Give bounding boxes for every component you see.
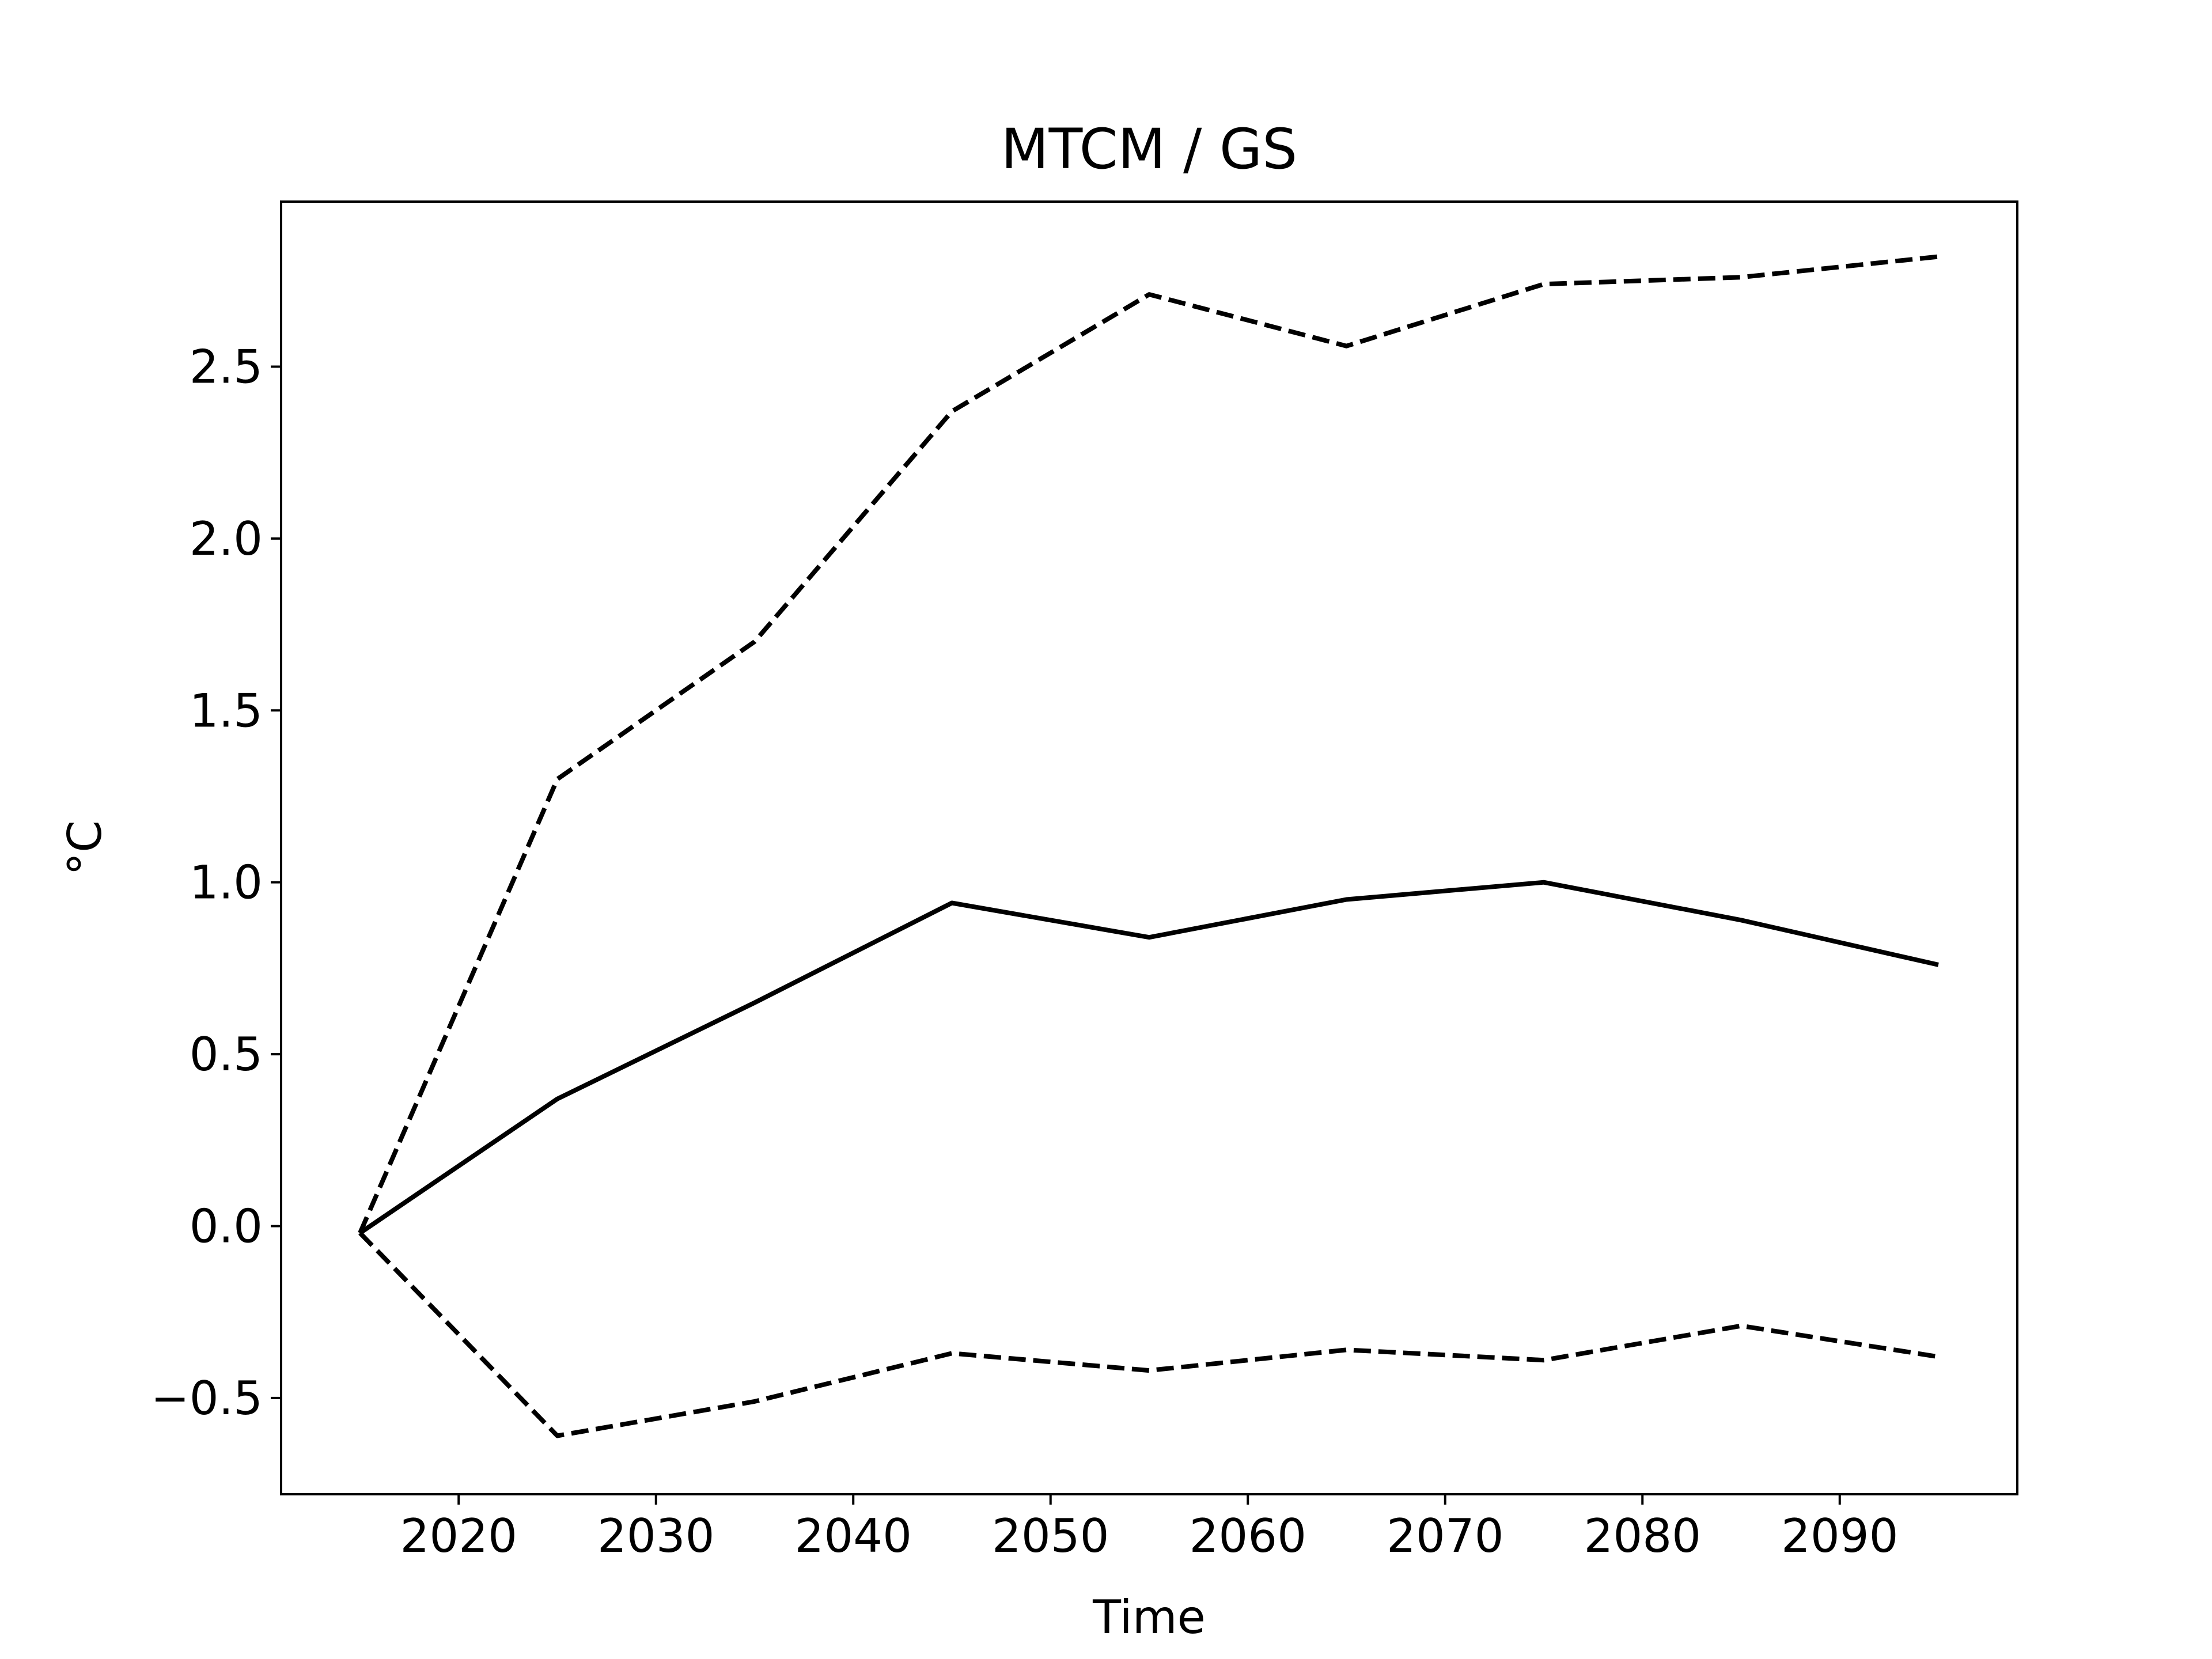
x-tick-label: 2090 — [1781, 1509, 1899, 1563]
y-tick-label: 1.5 — [190, 684, 263, 737]
y-tick-label: 2.0 — [190, 512, 263, 566]
x-tick-label: 2060 — [1189, 1509, 1306, 1563]
y-axis-label: °C — [58, 820, 112, 876]
x-tick-label: 2080 — [1584, 1509, 1701, 1563]
x-tick-label: 2050 — [992, 1509, 1109, 1563]
y-tick-label: 0.5 — [190, 1028, 263, 1081]
y-tick-label: 0.0 — [190, 1199, 263, 1253]
y-tick-label: 2.5 — [190, 340, 263, 393]
x-tick-label: 2020 — [400, 1509, 517, 1563]
series-line-1 — [358, 880, 1939, 1235]
x-tick-label: 2030 — [597, 1509, 715, 1563]
y-tick-label: 1.0 — [190, 856, 263, 910]
x-tick-label: 2070 — [1387, 1509, 1504, 1563]
x-axis: 2020 2030 2040 2050 2060 2070 2080 2090 — [400, 1494, 1899, 1563]
x-tick-label: 2040 — [794, 1509, 912, 1563]
series-line-2 — [358, 254, 1939, 1234]
plot-frame — [280, 200, 2018, 1495]
y-tick-label: −0.5 — [151, 1372, 263, 1425]
x-axis-label: Time — [1092, 1590, 1206, 1644]
series-layer — [358, 254, 1939, 1438]
series-line-3 — [358, 1231, 1939, 1438]
chart-title: MTCM / GS — [1001, 117, 1297, 181]
y-axis: −0.5 0.0 0.5 1.0 1.5 2.0 2.5 — [151, 340, 281, 1425]
